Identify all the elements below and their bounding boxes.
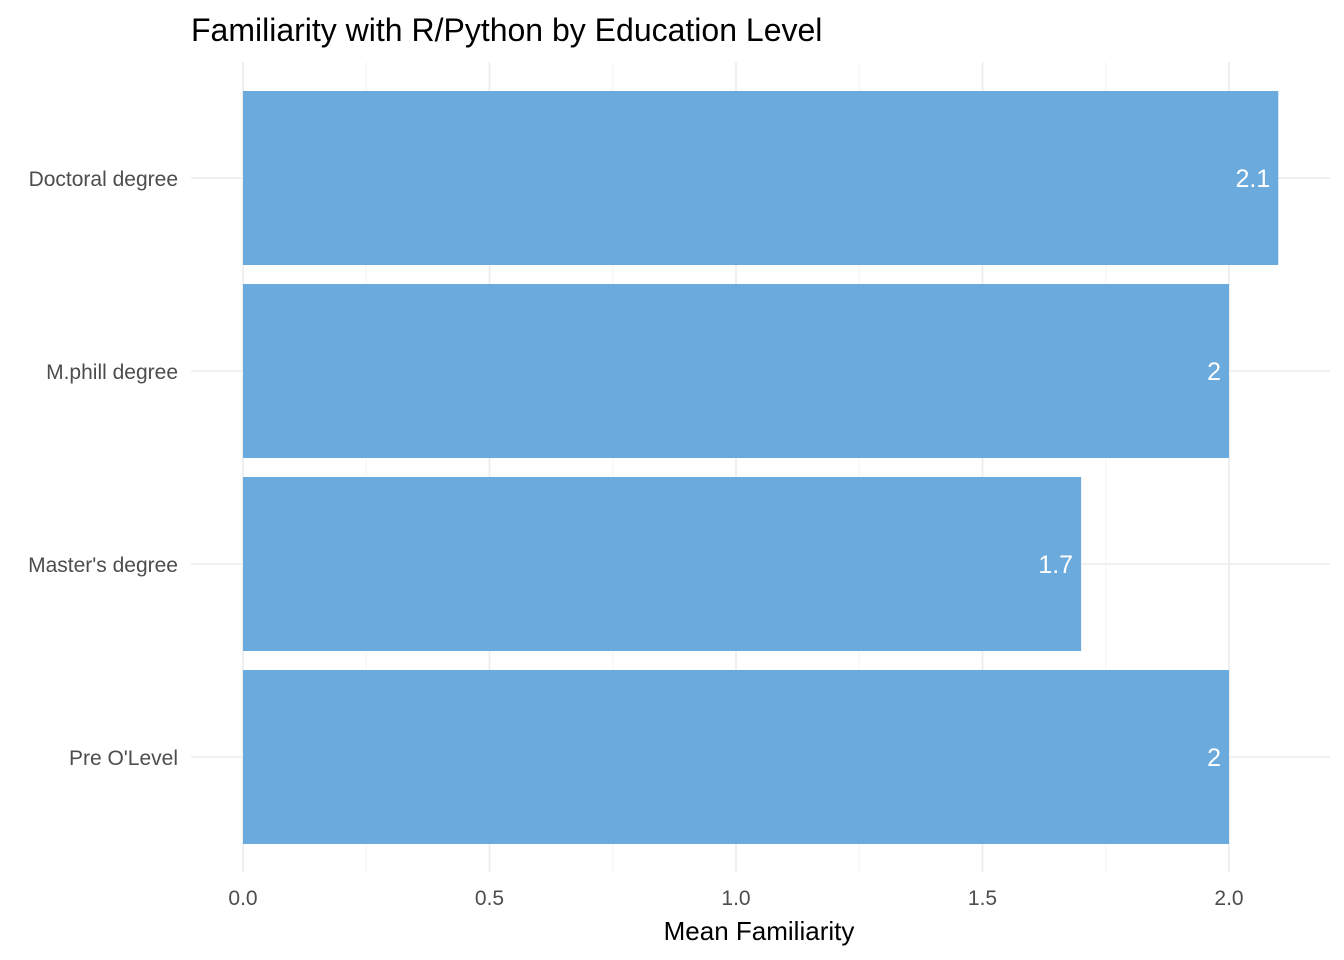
bar	[243, 284, 1229, 458]
x-tick-label: 0.5	[475, 887, 504, 910]
x-tick-label: 0.0	[228, 887, 257, 910]
data-label: 1.7	[1038, 551, 1073, 579]
x-axis-title: Mean Familiarity	[664, 916, 855, 946]
data-label: 2.1	[1236, 165, 1271, 193]
data-label: 2	[1207, 358, 1221, 386]
y-tick-label: Master's degree	[28, 554, 178, 577]
data-label: 2	[1207, 744, 1221, 772]
x-tick-label: 1.0	[721, 887, 750, 910]
y-tick-label: Doctoral degree	[29, 168, 178, 191]
chart-title: Familiarity with R/Python by Education L…	[191, 12, 822, 48]
bars	[243, 91, 1279, 844]
x-tick-label: 2.0	[1214, 887, 1243, 910]
data-labels: 2.1 2 1.7 2	[1038, 165, 1270, 772]
bar	[243, 91, 1279, 265]
y-axis-tick-labels: Doctoral degree M.phill degree Master's de…	[28, 168, 178, 770]
x-axis-tick-labels: 0.0 0.5 1.0 1.5 2.0	[228, 887, 1243, 910]
y-tick-label: Pre O'Level	[69, 747, 178, 770]
bar	[243, 670, 1229, 844]
bar	[243, 477, 1082, 651]
y-tick-label: M.phill degree	[46, 361, 178, 384]
x-tick-label: 1.5	[968, 887, 997, 910]
